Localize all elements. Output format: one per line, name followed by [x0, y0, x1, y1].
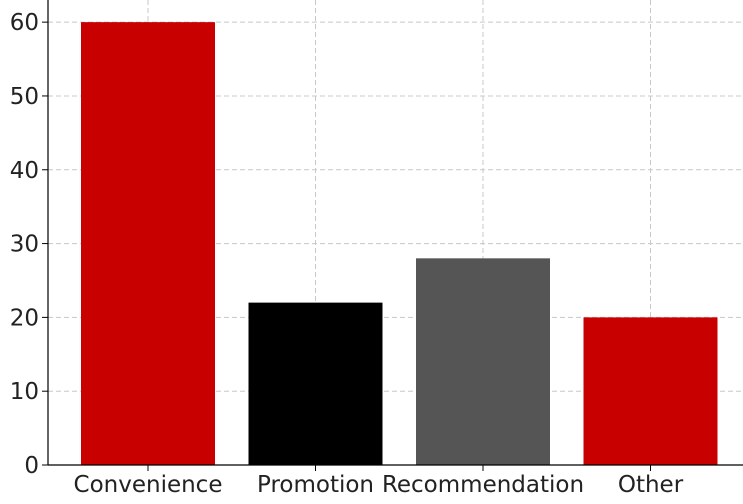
x-tick-label: Convenience — [74, 472, 223, 498]
axes — [42, 0, 743, 471]
bar-recommendation — [416, 258, 550, 465]
y-tick-label: 50 — [10, 84, 39, 110]
x-tick-label: Recommendation — [382, 472, 584, 498]
y-tick-label: 40 — [10, 158, 39, 184]
x-tick-label: Promotion — [257, 472, 374, 498]
bar-other — [583, 317, 718, 465]
y-tick-label: 20 — [10, 305, 39, 331]
bar-convenience — [81, 22, 215, 466]
bar-promotion — [248, 302, 383, 465]
bars — [81, 22, 718, 466]
y-tick-label: 0 — [24, 453, 39, 479]
y-tick-label: 30 — [10, 232, 39, 258]
tick-labels: 0 10 20 30 40 50 60 Convenience Promotion Recomme… — [10, 10, 684, 498]
x-tick-label: Other — [618, 472, 684, 498]
y-tick-label: 60 — [10, 10, 39, 36]
y-tick-label: 10 — [10, 379, 39, 405]
